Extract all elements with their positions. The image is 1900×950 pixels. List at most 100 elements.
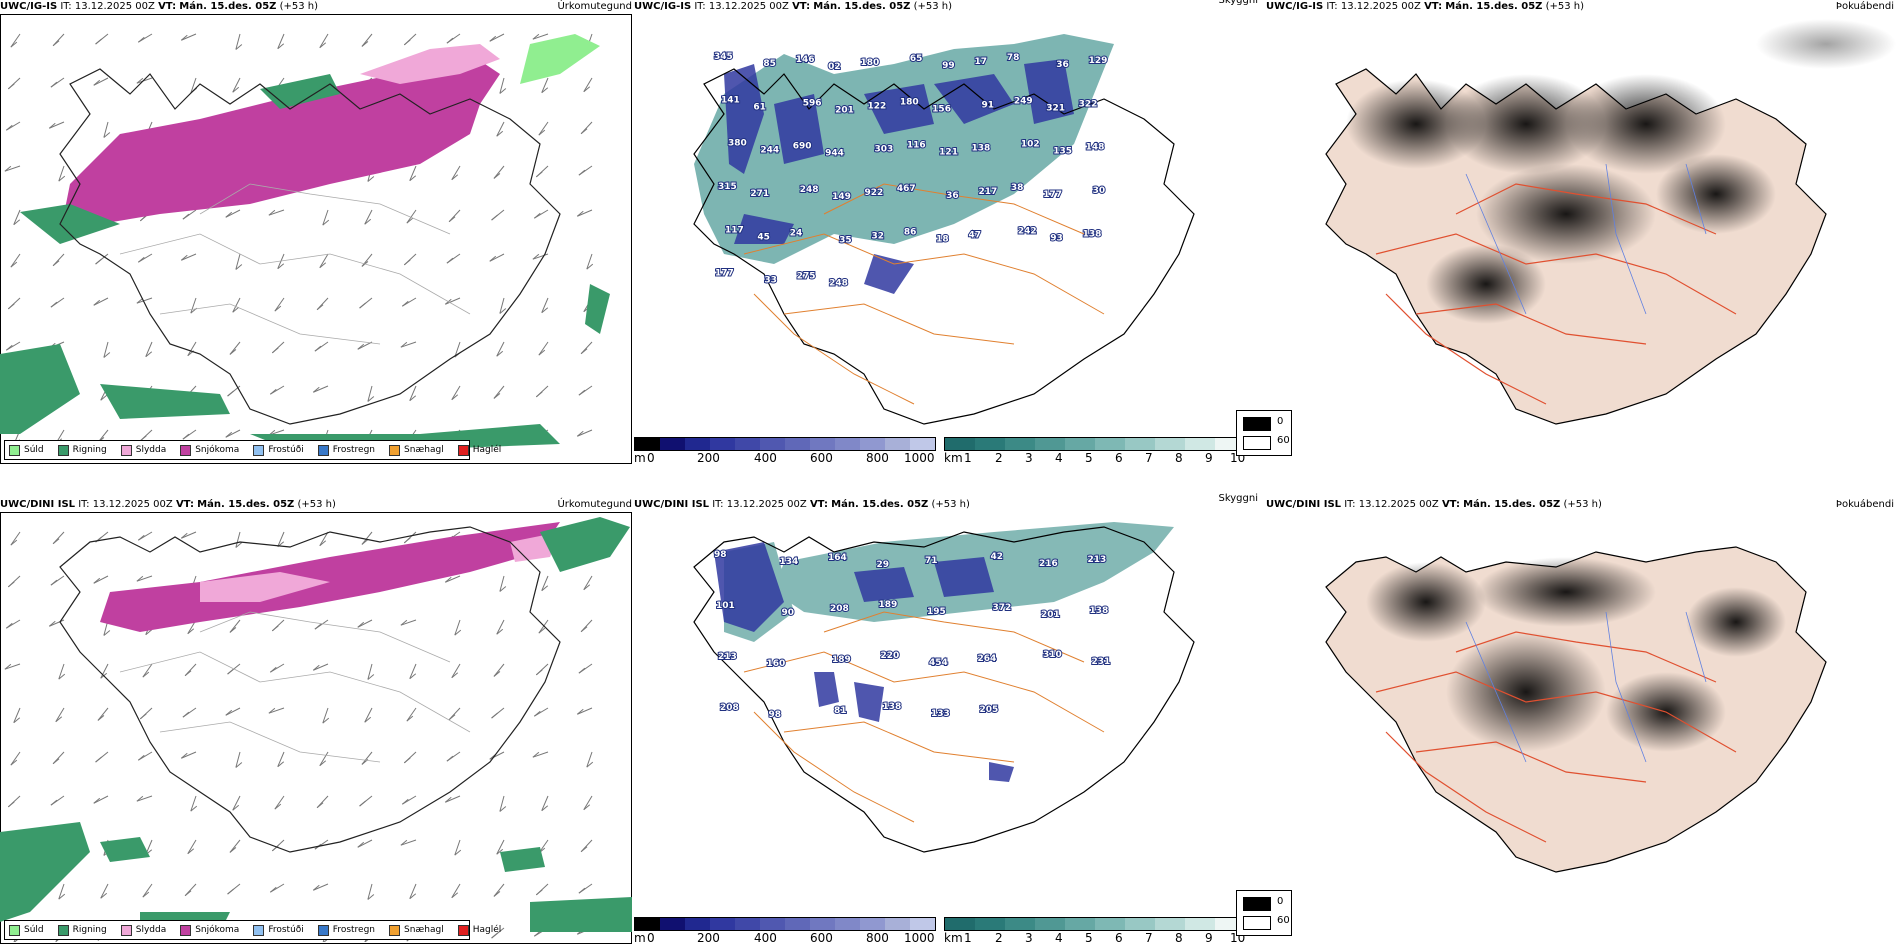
wind-barb — [489, 751, 505, 760]
wind-barb — [100, 883, 109, 899]
wind-barb — [229, 619, 241, 633]
legend-swatch — [317, 444, 329, 456]
wind-barb-flag — [139, 713, 147, 720]
wind-barb — [357, 341, 373, 350]
wind-barb-flag — [583, 86, 591, 93]
ceiling-value-label: 30 — [1093, 186, 1106, 196]
wind-barb — [496, 341, 505, 357]
ceiling-value-label: 36 — [946, 191, 959, 201]
wind-barb-flag — [235, 762, 243, 768]
wind-barb — [586, 751, 593, 768]
ceiling-value-label: 33 — [764, 276, 777, 286]
wind-barb — [10, 531, 21, 546]
wind-barb-flag — [401, 300, 409, 307]
island-outline — [59, 68, 561, 425]
precip-snow-area — [100, 522, 560, 632]
wind-barb — [277, 33, 285, 49]
colorbar-segment — [1065, 438, 1095, 450]
ceiling-value-label: 122 — [867, 101, 886, 111]
colorbar-segment — [760, 438, 785, 450]
wind-barb-flag — [5, 344, 13, 351]
fog-legend-light-swatch — [1243, 436, 1271, 450]
wind-barb — [277, 751, 285, 767]
wind-barb — [49, 121, 65, 129]
wind-barb-flag — [312, 664, 320, 671]
colorbar-segment — [760, 918, 785, 930]
wind-barb — [319, 253, 329, 268]
wind-barb-flag — [137, 534, 145, 541]
wind-barb — [454, 341, 461, 358]
wind-barb — [4, 663, 21, 670]
wind-barb — [364, 707, 373, 723]
wind-barb — [583, 795, 593, 810]
legend-swatch — [9, 444, 20, 456]
wind-barb — [541, 297, 549, 313]
wind-barb-flag — [274, 803, 282, 810]
wind-barb — [451, 385, 461, 400]
wind-barb-flag — [533, 212, 541, 219]
wind-barb-flag — [180, 34, 188, 41]
legend-swatch — [253, 444, 265, 456]
ceiling-area — [714, 542, 1014, 782]
wind-barb-flag — [578, 169, 586, 176]
wind-barb-flag — [95, 38, 102, 45]
colorbar-segment — [660, 438, 685, 450]
wind-barb — [538, 341, 549, 356]
wind-barb — [406, 707, 417, 722]
wind-barb — [454, 619, 461, 636]
wind-barb-flag — [406, 217, 414, 224]
wind-barb — [181, 33, 197, 41]
ceiling-value-label: 86 — [904, 227, 917, 237]
wind-barb-flag — [232, 86, 240, 93]
colorbar-segment — [735, 438, 760, 450]
ceiling-value-label: 244 — [760, 146, 779, 156]
wind-barb-flag — [229, 847, 237, 853]
wind-barb — [13, 707, 21, 723]
ceiling-value-label: 242 — [1018, 226, 1037, 236]
wind-barb-flag — [580, 128, 588, 135]
wind-barb — [532, 751, 549, 758]
map-frame — [0, 512, 632, 944]
wind-barb — [496, 619, 505, 635]
wind-barb-flag — [268, 209, 276, 216]
wind-barb-flag — [533, 710, 541, 717]
ceiling-colorbar — [634, 917, 936, 931]
wind-barb-flag — [227, 668, 234, 675]
wind-barb-flag — [357, 343, 365, 350]
ceiling-value-label: 208 — [830, 604, 849, 614]
wind-barb-flag — [103, 352, 111, 358]
wind-barb-flag — [225, 709, 233, 716]
colorbar-segment — [910, 438, 935, 450]
wind-barb-flag — [137, 754, 145, 761]
wind-barb-flag — [100, 394, 108, 401]
wind-barb-flag — [314, 623, 322, 630]
wind-barb — [103, 121, 109, 138]
ceiling-value-label: 189 — [832, 655, 851, 665]
wind-barb — [583, 77, 593, 92]
colorbar-segment — [945, 438, 975, 450]
wind-barb — [489, 33, 505, 42]
wind-barb — [322, 707, 329, 724]
wind-barb-flag — [4, 663, 12, 670]
wind-barb — [10, 33, 21, 48]
ceiling-value-label: 35 — [839, 235, 852, 245]
wind-barb-flag — [58, 893, 66, 900]
ceiling-area — [724, 59, 1074, 294]
wind-barb-flag — [93, 797, 101, 804]
wind-barb-flag — [535, 889, 543, 896]
wind-barb-flag — [403, 537, 411, 544]
wind-barb-flag — [277, 761, 285, 768]
wind-barb — [136, 795, 153, 802]
wind-barb — [361, 751, 373, 765]
colorbar-segment — [1035, 438, 1065, 450]
wind-barb-flag — [95, 258, 102, 265]
legend-swatch — [57, 444, 69, 456]
wind-barb-flag — [493, 393, 501, 399]
wind-barb-flag — [491, 932, 498, 939]
ceiling-value-label: 189 — [879, 600, 898, 610]
ceiling-value-label: 138 — [1090, 606, 1109, 616]
wind-barb-flag — [538, 627, 546, 634]
ceiling-value-label: 91 — [982, 100, 995, 110]
wind-barb-flag — [184, 890, 192, 897]
wind-barb — [235, 253, 241, 270]
